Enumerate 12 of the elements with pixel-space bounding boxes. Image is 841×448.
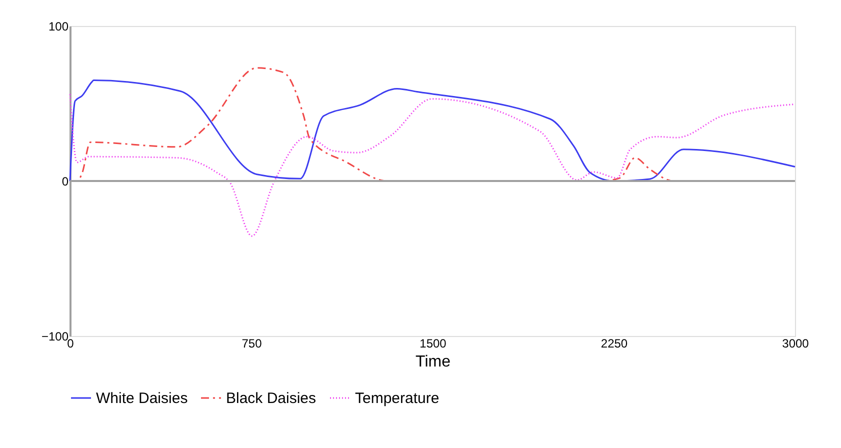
y-tick-label: 0	[62, 174, 69, 188]
y-tick-label: 100	[48, 20, 69, 34]
x-axis-title: Time	[416, 354, 451, 370]
x-tick-label: 1500	[420, 336, 447, 350]
legend-label: White Daisies	[96, 390, 188, 407]
line-series	[69, 93, 796, 237]
y-tick-label: −100	[41, 330, 69, 344]
x-tick-label: 2250	[600, 336, 628, 350]
x-tick-label: 750	[242, 336, 262, 350]
x-tick-label: 3000	[782, 336, 810, 350]
legend-label: Black Daisies	[226, 390, 316, 407]
legend-label: Temperature	[355, 390, 440, 407]
